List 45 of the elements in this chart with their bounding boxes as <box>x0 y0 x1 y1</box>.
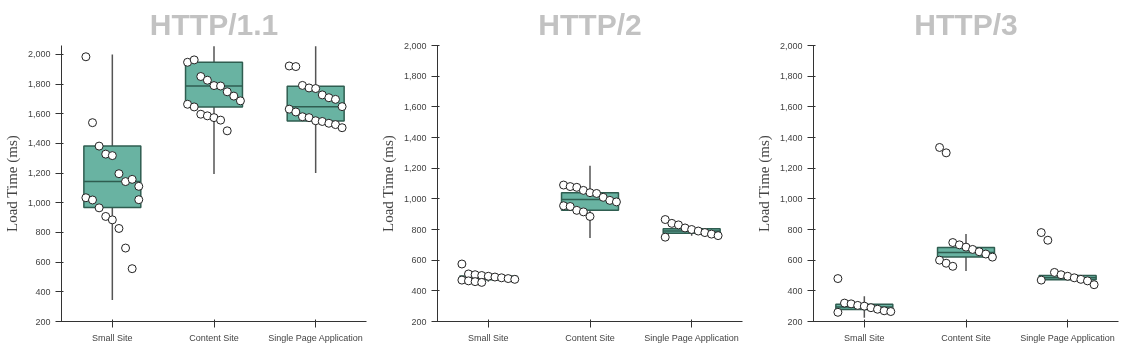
y-tick-label: 600 <box>787 255 803 266</box>
y-tick-label: 1,200 <box>27 168 51 179</box>
y-tick-label: 800 <box>787 224 803 235</box>
y-tick-label: 800 <box>411 224 427 235</box>
x-tick-label: Content Site <box>565 332 615 343</box>
y-tick-label: 1,000 <box>779 193 803 204</box>
y-tick-label: 400 <box>411 285 427 296</box>
y-tick-label: 400 <box>787 285 803 296</box>
y-tick-label: 2,000 <box>779 40 803 51</box>
y-tick-label: 1,800 <box>779 71 803 82</box>
y-tick-label: 600 <box>411 255 427 266</box>
y-tick-label: 200 <box>787 316 803 327</box>
chart-title: HTTP/1.1 <box>149 7 279 41</box>
y-axis-title: Load Time (ms) <box>379 135 397 232</box>
x-tick-label: Small Site <box>92 332 133 343</box>
y-tick-label: 600 <box>35 257 51 268</box>
x-tick-label: Small Site <box>844 332 885 343</box>
y-tick-label: 2,000 <box>27 49 51 60</box>
chart-title: HTTP/2 <box>538 7 642 41</box>
x-tick-label: Single Page Application <box>644 332 739 343</box>
y-axis-title: Load Time (ms) <box>3 135 21 232</box>
y-tick-label: 1,200 <box>403 163 427 174</box>
x-tick-label: Single Page Application <box>1020 332 1115 343</box>
y-tick-label: 1,400 <box>779 132 803 143</box>
y-tick-label: 2,000 <box>403 40 427 51</box>
y-tick-label: 800 <box>35 227 51 238</box>
chart-title: HTTP/3 <box>914 7 1018 41</box>
x-tick-label: Content Site <box>941 332 991 343</box>
y-tick-label: 1,400 <box>403 132 427 143</box>
y-tick-label: 1,800 <box>27 79 51 90</box>
y-tick-label: 1,200 <box>779 163 803 174</box>
y-tick-label: 1,400 <box>27 138 51 149</box>
y-tick-label: 1,600 <box>403 101 427 112</box>
y-tick-label: 1,600 <box>27 108 51 119</box>
y-tick-label: 200 <box>35 316 51 327</box>
y-tick-label: 400 <box>35 286 51 297</box>
x-tick-label: Single Page Application <box>268 332 363 343</box>
y-tick-label: 1,000 <box>403 193 427 204</box>
y-tick-label: 1,800 <box>403 71 427 82</box>
y-tick-label: 200 <box>411 316 427 327</box>
x-tick-label: Content Site <box>189 332 239 343</box>
y-tick-label: 1,000 <box>27 197 51 208</box>
y-axis-title: Load Time (ms) <box>755 135 773 232</box>
x-tick-label: Small Site <box>468 332 509 343</box>
y-tick-label: 1,600 <box>779 101 803 112</box>
